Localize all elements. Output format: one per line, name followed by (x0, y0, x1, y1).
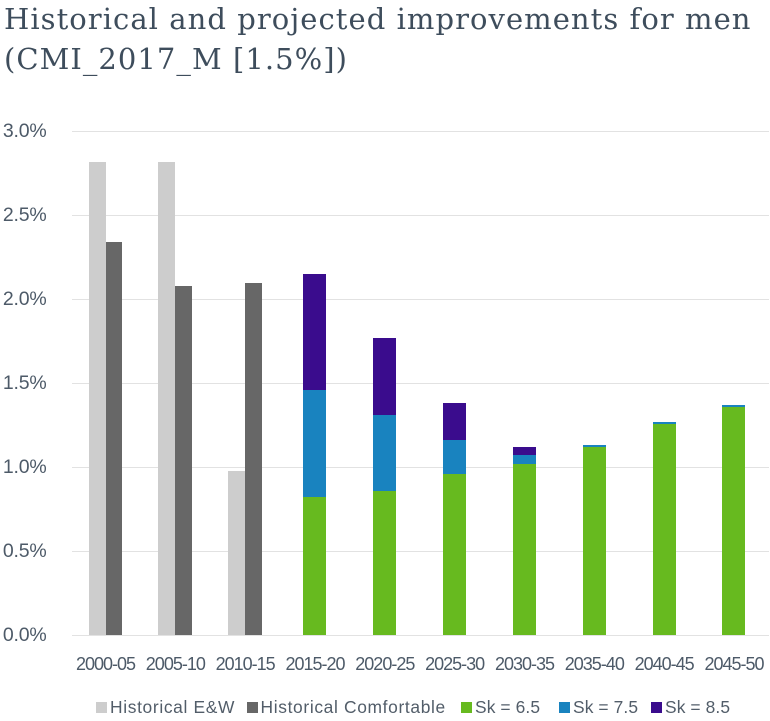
x-axis-tick-label: 2020-25 (355, 654, 415, 675)
x-axis-tick-label: 2030-35 (494, 654, 555, 675)
bar-sk-6.5-2015-20 (303, 497, 327, 635)
y-axis-tick-label: 2.5% (2, 204, 47, 227)
bar-sk-6.5-2030-35 (512, 463, 536, 635)
x-axis-tick-label: 2025-30 (425, 654, 485, 675)
bar-sk-6.5-2040-45 (652, 423, 676, 635)
y-axis-tick-label: 3.0% (2, 120, 47, 143)
gridline-3.0% (72, 131, 769, 132)
y-axis-tick-label: 2.0% (2, 288, 47, 311)
x-axis-tick-label: 2045-50 (704, 654, 764, 675)
y-axis-tick-label: 0.0% (2, 623, 47, 646)
gridline-2.0% (72, 298, 769, 300)
bar-historical-e-w-2010-15 (228, 470, 246, 635)
x-axis-tick-label: 2035-40 (564, 654, 625, 675)
x-axis-tick-label: 2015-20 (285, 654, 345, 675)
gridline-1.5% (72, 382, 769, 384)
bar-sk-6.5-2045-50 (722, 406, 746, 635)
chart-title-line2: (CMI_2017_M [1.5%]) (4, 42, 348, 77)
x-axis-tick-label: 2010-15 (215, 654, 276, 675)
bar-historical-e-w-2005-10 (158, 161, 176, 635)
gridline-0.0% (72, 634, 769, 636)
y-axis-tick-label: 0.5% (2, 539, 47, 562)
bar-sk-6.5-2025-30 (443, 473, 467, 635)
bar-sk-6.5-2035-40 (582, 447, 606, 635)
bar-historical-comfortable-2000-05 (105, 242, 122, 635)
gridline-2.5% (72, 214, 769, 216)
bar-historical-comfortable-2010-15 (245, 282, 262, 635)
bar-sk-6.5-2020-25 (373, 490, 397, 635)
chart-title-line1: Historical and projected improvements fo… (4, 2, 752, 37)
bar-historical-e-w-2000-05 (88, 161, 106, 635)
gridline-1.0% (72, 466, 769, 468)
x-axis-tick-label: 2000-05 (75, 654, 136, 675)
chart-title: Historical and projected improvements fo… (4, 0, 752, 79)
gridline-0.5% (72, 550, 769, 552)
y-axis-tick-label: 1.5% (2, 372, 47, 395)
x-axis-tick-label: 2005-10 (145, 654, 206, 675)
bar-historical-comfortable-2005-10 (175, 285, 192, 635)
x-axis-tick-label: 2040-45 (634, 654, 695, 675)
y-axis-tick-label: 1.0% (2, 455, 47, 478)
